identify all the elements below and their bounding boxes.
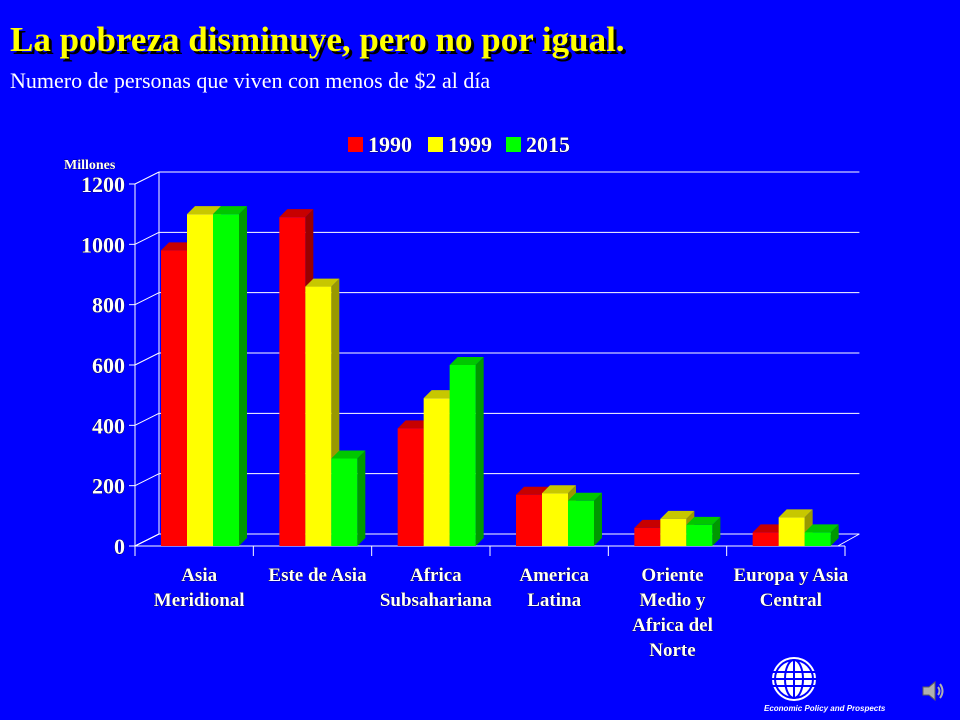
bar — [213, 214, 239, 546]
bar-side — [239, 206, 247, 546]
x-tick-label: Norte — [649, 640, 695, 661]
bar-top — [449, 357, 484, 365]
bar — [187, 214, 213, 546]
axis-floor-right — [837, 533, 860, 547]
bar — [686, 524, 713, 546]
x-tick-label: Latina — [527, 590, 581, 611]
bar — [279, 217, 306, 546]
bar — [568, 500, 594, 546]
legend-swatch — [348, 137, 363, 152]
legend-swatch — [428, 137, 443, 152]
legend-label: 2015 — [526, 132, 570, 157]
y-tick-label: 1000 — [81, 232, 125, 257]
speaker-icon[interactable] — [920, 678, 946, 704]
y-tick-label: 600 — [92, 353, 125, 378]
slide-title: La pobreza disminuye, pero no por igual. — [10, 20, 625, 59]
bar-top — [804, 524, 839, 533]
bar-top — [660, 510, 695, 519]
gridline-diag — [134, 352, 160, 366]
bar-top — [634, 519, 669, 528]
bar — [660, 518, 687, 546]
bar — [804, 532, 831, 546]
bar — [778, 517, 805, 546]
bar — [634, 527, 661, 546]
bar-side — [475, 357, 484, 546]
legend-swatch — [506, 137, 521, 152]
bar-side — [594, 492, 602, 546]
bar-top — [305, 278, 340, 287]
bar — [516, 494, 542, 546]
y-tick-label: 1200 — [81, 172, 125, 197]
legend-label: 1999 — [448, 132, 492, 157]
bar-top — [778, 509, 813, 518]
bar — [305, 286, 332, 546]
bar — [331, 458, 358, 546]
gridline-diag — [134, 412, 160, 426]
y-tick-label: 0 — [114, 534, 125, 559]
x-tick-label: Europa y Asia — [733, 565, 848, 586]
x-tick-label: Asia — [181, 565, 217, 586]
bar — [423, 398, 450, 546]
bar — [161, 250, 187, 546]
gridline-diag — [134, 231, 160, 245]
gridline-diag — [134, 473, 160, 487]
y-axis-label: Millones — [64, 158, 116, 173]
x-tick-label: Subsahariana — [380, 590, 492, 611]
bar-top — [542, 485, 576, 494]
bar-top — [213, 206, 247, 215]
bar — [752, 532, 779, 546]
y-tick-label: 800 — [92, 293, 125, 318]
x-tick-label: Medio y — [640, 590, 706, 611]
x-tick-label: America — [519, 565, 589, 586]
x-tick-label: Meridional — [154, 590, 245, 611]
logo-caption: Economic Policy and Prospects — [764, 704, 886, 713]
bar-top — [516, 486, 550, 495]
bar-top — [331, 450, 366, 459]
gridline-diag — [134, 533, 160, 547]
x-tick-label: Oriente — [641, 565, 703, 586]
gridline-diag — [134, 292, 160, 306]
bar-top — [279, 209, 314, 218]
x-tick-label: Africa — [410, 565, 462, 586]
bar — [397, 428, 424, 546]
bar-top — [397, 420, 432, 429]
bar-side — [357, 450, 366, 546]
bar — [449, 365, 476, 546]
bar-top — [423, 390, 458, 399]
gridline-diag — [134, 171, 160, 185]
bar-top — [752, 524, 787, 533]
x-tick-label: Este de Asia — [268, 565, 367, 586]
slide-subtitle: Numero de personas que viven con menos d… — [10, 68, 491, 93]
y-tick-label: 200 — [92, 474, 125, 499]
globe-logo-icon — [762, 657, 826, 701]
bar — [542, 493, 568, 546]
bar-side — [712, 516, 721, 546]
bar-top — [187, 206, 221, 215]
x-tick-label: Africa del — [632, 615, 713, 636]
bar-top — [568, 492, 602, 501]
legend-label: 1990 — [368, 132, 412, 157]
bar-top — [686, 516, 721, 525]
bar-side — [830, 524, 839, 546]
x-tick-label: Central — [760, 590, 822, 611]
y-tick-label: 400 — [92, 413, 125, 438]
bar-top — [161, 242, 195, 251]
